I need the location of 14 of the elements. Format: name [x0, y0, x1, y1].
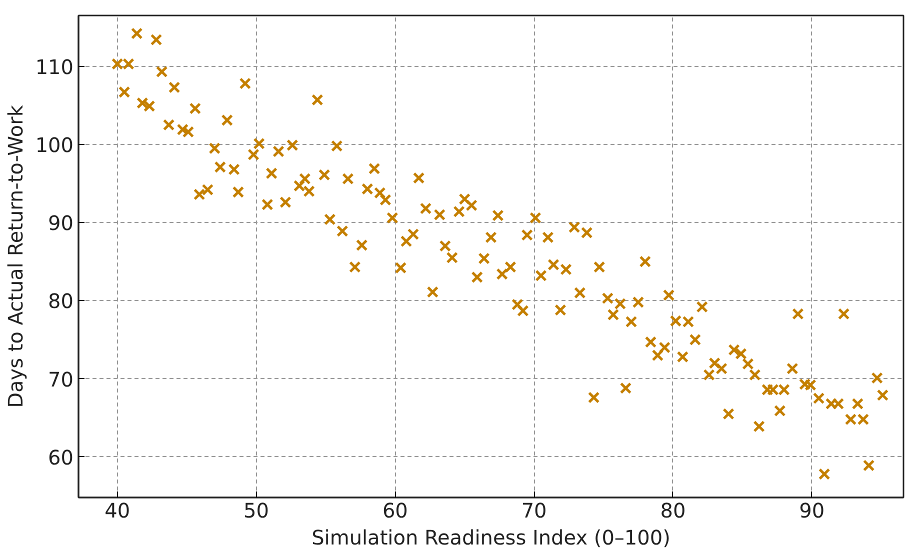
y-tick-label: 80 [48, 289, 74, 314]
x-tick-label: 40 [104, 498, 130, 522]
x-axis-title: Simulation Readiness Index (0–100) [312, 526, 670, 550]
y-tick-label: 90 [48, 211, 74, 236]
y-axis-title: Days to Actual Return-to-Work [3, 104, 28, 408]
x-tick-label: 60 [382, 498, 408, 522]
x-tick-label: 90 [799, 498, 825, 522]
y-tick-label: 110 [35, 54, 74, 79]
y-tick-label: 100 [35, 132, 74, 157]
x-tick-label: 50 [244, 498, 270, 522]
x-tick-label: 70 [521, 498, 547, 522]
y-tick-label: 70 [48, 367, 74, 392]
y-tick-label: 60 [48, 445, 74, 470]
x-tick-label: 80 [660, 498, 686, 522]
